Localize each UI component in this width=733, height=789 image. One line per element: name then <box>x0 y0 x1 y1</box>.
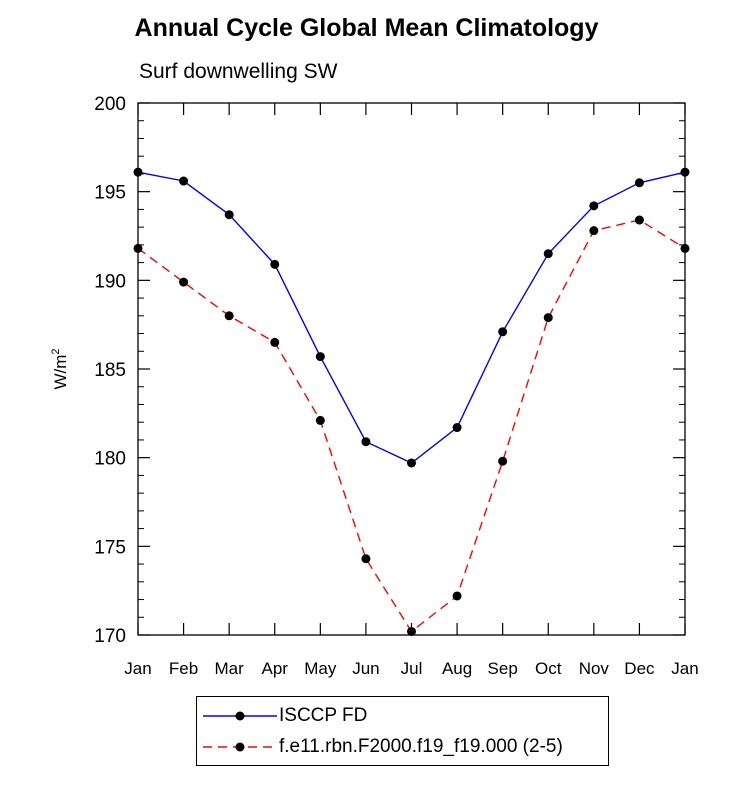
data-point-series-1 <box>407 626 416 636</box>
data-point-series-1 <box>270 337 280 347</box>
data-point-series-0 <box>179 176 189 186</box>
x-tick-label: Sep <box>488 659 518 678</box>
x-tick-label: Jan <box>124 659 151 678</box>
data-point-series-0 <box>452 423 462 433</box>
legend-label-model: f.e11.rbn.F2000.f19_f19.000 (2-5) <box>279 736 563 757</box>
data-point-series-1 <box>133 243 143 253</box>
x-tick-label: Apr <box>262 659 289 678</box>
data-point-series-0 <box>315 352 325 362</box>
chart-title: Annual Cycle Global Mean Climatology <box>134 14 599 42</box>
legend-item-isccp: ISCCP FD <box>197 702 608 730</box>
data-point-series-0 <box>133 167 143 177</box>
data-point-series-0 <box>407 458 416 468</box>
y-tick-label: 190 <box>94 271 126 292</box>
y-tick-label: 175 <box>94 537 126 558</box>
legend-line-marker-isccp <box>203 711 277 721</box>
x-tick-label: Mar <box>215 659 245 678</box>
y-tick-label: 185 <box>94 360 126 381</box>
y-tick-label: 170 <box>94 626 126 647</box>
legend-label-isccp: ISCCP FD <box>279 705 368 726</box>
data-point-series-0 <box>589 201 599 211</box>
y-tick-label: 200 <box>94 94 126 115</box>
x-tick-label: Dec <box>624 659 655 678</box>
y-axis-label-main: W/m <box>51 355 70 390</box>
data-point-series-1 <box>589 226 599 236</box>
x-tick-label: Oct <box>535 659 562 678</box>
plot-frame <box>137 102 686 636</box>
data-point-series-1 <box>634 215 644 225</box>
data-point-series-0 <box>634 178 644 188</box>
legend: ISCCP FD f.e11.rbn.F2000.f19_f19.000 (2-… <box>196 696 609 766</box>
data-point-series-1 <box>452 591 462 601</box>
x-tick-label: Jun <box>352 659 379 678</box>
data-point-series-0 <box>361 437 371 447</box>
data-point-series-0 <box>680 167 690 177</box>
data-point-series-0 <box>270 259 280 269</box>
x-tick-label: Aug <box>442 659 472 678</box>
data-point-series-1 <box>498 456 508 466</box>
data-point-series-1 <box>361 554 371 564</box>
data-point-series-1 <box>543 313 553 323</box>
series-line-0 <box>137 171 686 464</box>
data-point-series-1 <box>680 243 690 253</box>
x-tick-label: Jul <box>401 659 423 678</box>
chart-subtitle: Surf downwelling SW <box>139 60 338 83</box>
x-tick-label: May <box>304 659 337 678</box>
data-point-series-0 <box>543 249 553 259</box>
legend-item-model: f.e11.rbn.F2000.f19_f19.000 (2-5) <box>197 733 608 761</box>
data-point-series-1 <box>179 277 189 287</box>
legend-line-marker-model <box>203 742 277 752</box>
x-tick-label: Nov <box>579 659 610 678</box>
x-tick-label: Feb <box>169 659 198 678</box>
data-point-series-1 <box>315 415 325 425</box>
y-axis-label-superscript: 2 <box>50 348 62 354</box>
y-tick-label: 195 <box>94 183 126 204</box>
x-tick-label: Jan <box>671 659 698 678</box>
y-axis-label: W/m2 <box>50 348 70 389</box>
series-line-1 <box>137 219 686 633</box>
data-point-series-0 <box>498 327 508 337</box>
y-tick-label: 180 <box>94 449 126 470</box>
data-point-series-1 <box>224 311 234 321</box>
data-point-series-0 <box>224 210 234 220</box>
